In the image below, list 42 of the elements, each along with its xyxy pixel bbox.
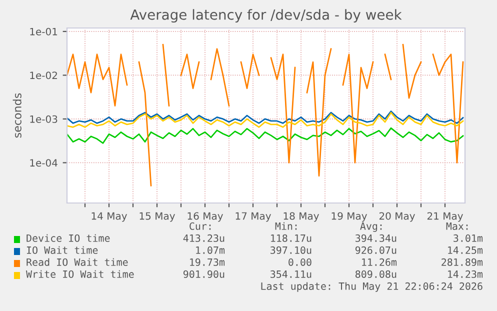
text: 413.23u (183, 234, 224, 242)
legend-label: Device IO time (26, 234, 110, 242)
x-tick-label: 17 May (236, 212, 271, 222)
text: 3.01m (454, 234, 483, 242)
chart-title: Average latency for /dev/sda - by week (130, 9, 402, 23)
y-tick-label: 1e-01 (30, 28, 58, 36)
y-tick-label: 1e-02 (30, 72, 57, 80)
text: Cur: (190, 222, 211, 230)
text: 354.11u (270, 270, 312, 278)
text: 809.08u (355, 270, 396, 278)
text: 14.25m (448, 246, 483, 254)
text: 19.73m (190, 258, 225, 266)
text: 926.07u (355, 246, 396, 254)
y-tick-label: 1e-04 (30, 159, 58, 167)
line-series (67, 127, 464, 144)
legend-label: Write IO Wait time (26, 270, 134, 278)
x-tick-label: 16 May (188, 212, 223, 222)
text: 11.26m (362, 258, 397, 266)
x-tick-label: 20 May (379, 212, 415, 222)
text: 1.07m (196, 246, 225, 254)
line-series (67, 112, 464, 128)
legend-label: IO Wait time (26, 246, 98, 254)
text: 901.90u (183, 270, 224, 278)
x-tick-label: 14 May (92, 212, 127, 222)
x-tick-label: 19 May (332, 212, 367, 222)
text: 14.23m (448, 270, 483, 278)
y-tick-label: 1e-03 (30, 115, 58, 123)
text: 394.34u (356, 234, 396, 242)
text: Max: (446, 222, 468, 230)
x-tick-label: 18 May (284, 212, 319, 222)
text: 118.17u (271, 234, 312, 242)
x-tick-label: 21 May (427, 212, 463, 222)
legend-label: Read IO Wait time (26, 258, 128, 266)
x-tick-label: 15 May (140, 212, 175, 222)
text: 397.10u (270, 246, 312, 254)
line-series (67, 110, 464, 124)
text: Min: (275, 222, 297, 230)
text: Avg: (360, 222, 382, 232)
y-axis-title: seconds (12, 93, 22, 138)
text: 0.00 (288, 258, 312, 266)
text: 281.89m (442, 258, 483, 266)
text: Last update: Thu May 21 22:06:24 2026 (261, 282, 482, 292)
